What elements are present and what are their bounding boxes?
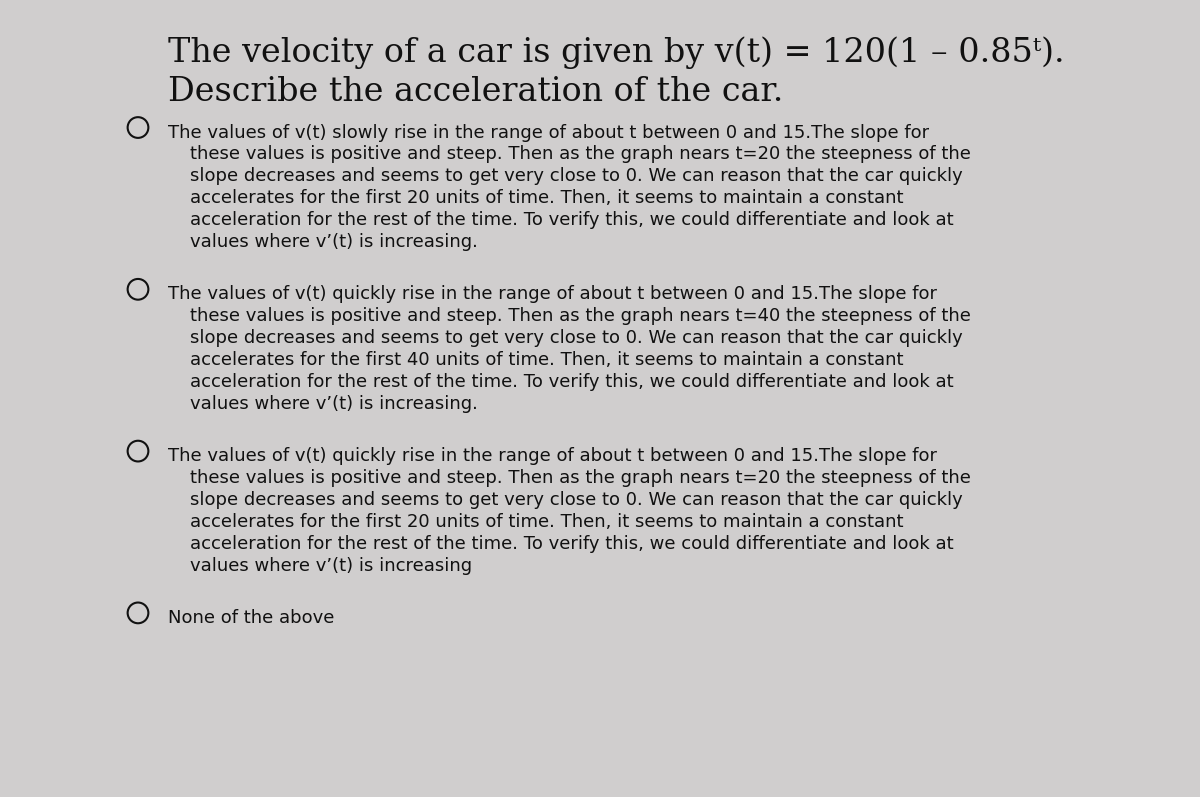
Text: The values of v(t) quickly rise in the range of about t between 0 and 15.The slo: The values of v(t) quickly rise in the r… — [168, 285, 937, 304]
Text: values where v’(t) is increasing.: values where v’(t) is increasing. — [190, 395, 478, 413]
Text: values where v’(t) is increasing: values where v’(t) is increasing — [190, 557, 472, 575]
Text: these values is positive and steep. Then as the graph nears t=40 the steepness o: these values is positive and steep. Then… — [190, 308, 971, 325]
Text: The values of v(t) slowly rise in the range of about t between 0 and 15.The slop: The values of v(t) slowly rise in the ra… — [168, 124, 929, 142]
Text: values where v’(t) is increasing.: values where v’(t) is increasing. — [190, 233, 478, 251]
Text: slope decreases and seems to get very close to 0. We can reason that the car qui: slope decreases and seems to get very cl… — [190, 329, 962, 347]
Text: The values of v(t) quickly rise in the range of about t between 0 and 15.The slo: The values of v(t) quickly rise in the r… — [168, 447, 937, 465]
Text: The velocity of a car is given by v(t) = 120(1 – 0.85ᵗ).: The velocity of a car is given by v(t) =… — [168, 36, 1064, 69]
Text: accelerates for the first 20 units of time. Then, it seems to maintain a constan: accelerates for the first 20 units of ti… — [190, 190, 904, 207]
Text: accelerates for the first 20 units of time. Then, it seems to maintain a constan: accelerates for the first 20 units of ti… — [190, 513, 904, 531]
Text: acceleration for the rest of the time. To verify this, we could differentiate an: acceleration for the rest of the time. T… — [190, 373, 953, 391]
Text: accelerates for the first 40 units of time. Then, it seems to maintain a constan: accelerates for the first 40 units of ti… — [190, 351, 904, 369]
Text: acceleration for the rest of the time. To verify this, we could differentiate an: acceleration for the rest of the time. T… — [190, 535, 953, 553]
Text: slope decreases and seems to get very close to 0. We can reason that the car qui: slope decreases and seems to get very cl… — [190, 491, 962, 509]
Text: slope decreases and seems to get very close to 0. We can reason that the car qui: slope decreases and seems to get very cl… — [190, 167, 962, 186]
Text: Describe the acceleration of the car.: Describe the acceleration of the car. — [168, 76, 784, 108]
Text: these values is positive and steep. Then as the graph nears t=20 the steepness o: these values is positive and steep. Then… — [190, 145, 971, 163]
Text: these values is positive and steep. Then as the graph nears t=20 the steepness o: these values is positive and steep. Then… — [190, 469, 971, 487]
Text: acceleration for the rest of the time. To verify this, we could differentiate an: acceleration for the rest of the time. T… — [190, 211, 953, 230]
Text: None of the above: None of the above — [168, 609, 335, 627]
